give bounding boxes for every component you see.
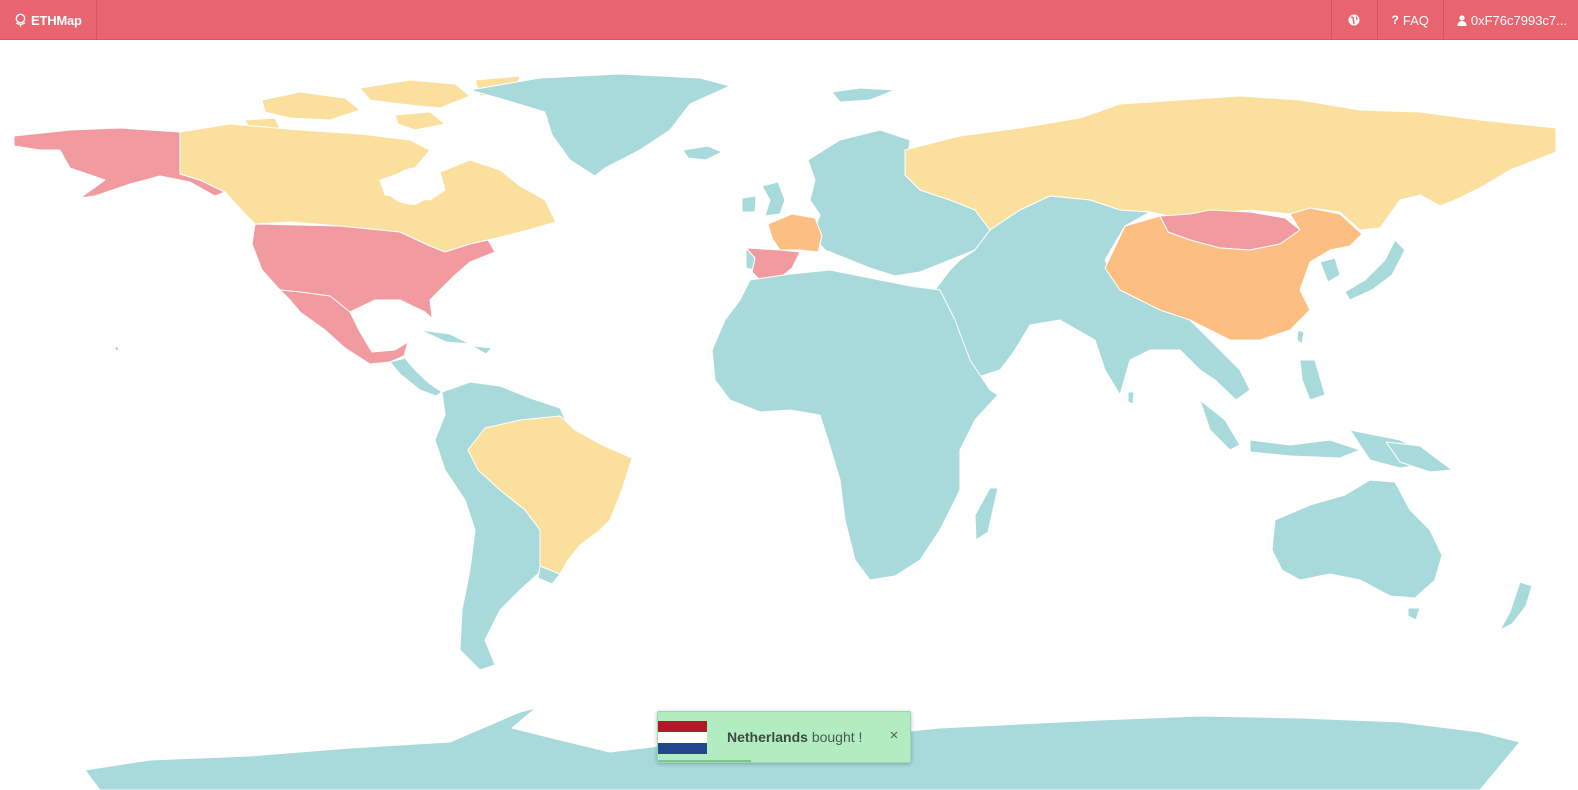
country-africa[interactable]: [711, 269, 999, 581]
world-map-svg: [13, 73, 1557, 790]
country-taiwan[interactable]: [1296, 329, 1305, 345]
toast-country: Netherlands: [727, 729, 808, 745]
country-russia[interactable]: [904, 95, 1557, 231]
question-icon: ?: [1391, 13, 1399, 27]
faq-link[interactable]: ? FAQ: [1376, 0, 1443, 40]
country-new-guinea[interactable]: [1385, 441, 1453, 473]
country-caribbean[interactable]: [471, 345, 493, 355]
toast-progress-bar: [658, 760, 752, 762]
brand-link[interactable]: ETHMap: [0, 0, 97, 40]
country-canada-islands[interactable]: [244, 75, 521, 131]
country-iceland[interactable]: [682, 145, 723, 161]
country-japan[interactable]: [1344, 239, 1406, 301]
flag-stripe-red: [658, 721, 707, 732]
netherlands-flag-icon: [658, 721, 707, 754]
purchase-toast: Netherlands bought ! ×: [657, 711, 911, 763]
user-icon: [1457, 14, 1467, 26]
navbar-right: ? FAQ 0xF76c7993c7...: [1330, 0, 1578, 40]
country-china[interactable]: [1104, 207, 1363, 341]
country-tasmania[interactable]: [1407, 607, 1421, 621]
country-uk[interactable]: [761, 181, 786, 217]
faq-label: FAQ: [1402, 12, 1429, 28]
world-map: [0, 40, 1578, 790]
toast-close-button[interactable]: ×: [889, 727, 899, 744]
account-address: 0xF76c7993c7...: [1470, 12, 1567, 28]
flag-stripe-blue: [658, 743, 707, 754]
country-cuba[interactable]: [419, 329, 471, 345]
globe-icon: [1348, 14, 1360, 26]
country-hawaii[interactable]: [113, 345, 120, 353]
country-madagascar[interactable]: [974, 487, 999, 541]
country-sri-lanka[interactable]: [1127, 391, 1135, 405]
country-philippines[interactable]: [1299, 359, 1326, 401]
country-greenland[interactable]: [469, 73, 731, 177]
brand-label: ETHMap: [31, 12, 82, 28]
country-australia[interactable]: [1271, 479, 1443, 599]
country-mexico[interactable]: [279, 289, 409, 365]
country-new-zealand[interactable]: [1499, 581, 1533, 631]
country-korea[interactable]: [1319, 257, 1341, 283]
flag-stripe-white: [658, 732, 707, 743]
country-brazil[interactable]: [467, 415, 633, 575]
account-menu[interactable]: 0xF76c7993c7...: [1442, 0, 1578, 40]
country-svalbard[interactable]: [831, 87, 896, 103]
globe-button[interactable]: [1330, 0, 1377, 40]
toast-text: bought !: [811, 729, 863, 745]
country-ireland[interactable]: [741, 195, 757, 213]
toast-message: Netherlands bought !: [727, 729, 862, 745]
top-navbar: ETHMap ? FAQ 0xF76c7993c7...: [0, 0, 1578, 40]
globe-pin-icon: [14, 13, 27, 27]
country-france[interactable]: [767, 213, 823, 253]
country-central-america[interactable]: [389, 357, 443, 397]
